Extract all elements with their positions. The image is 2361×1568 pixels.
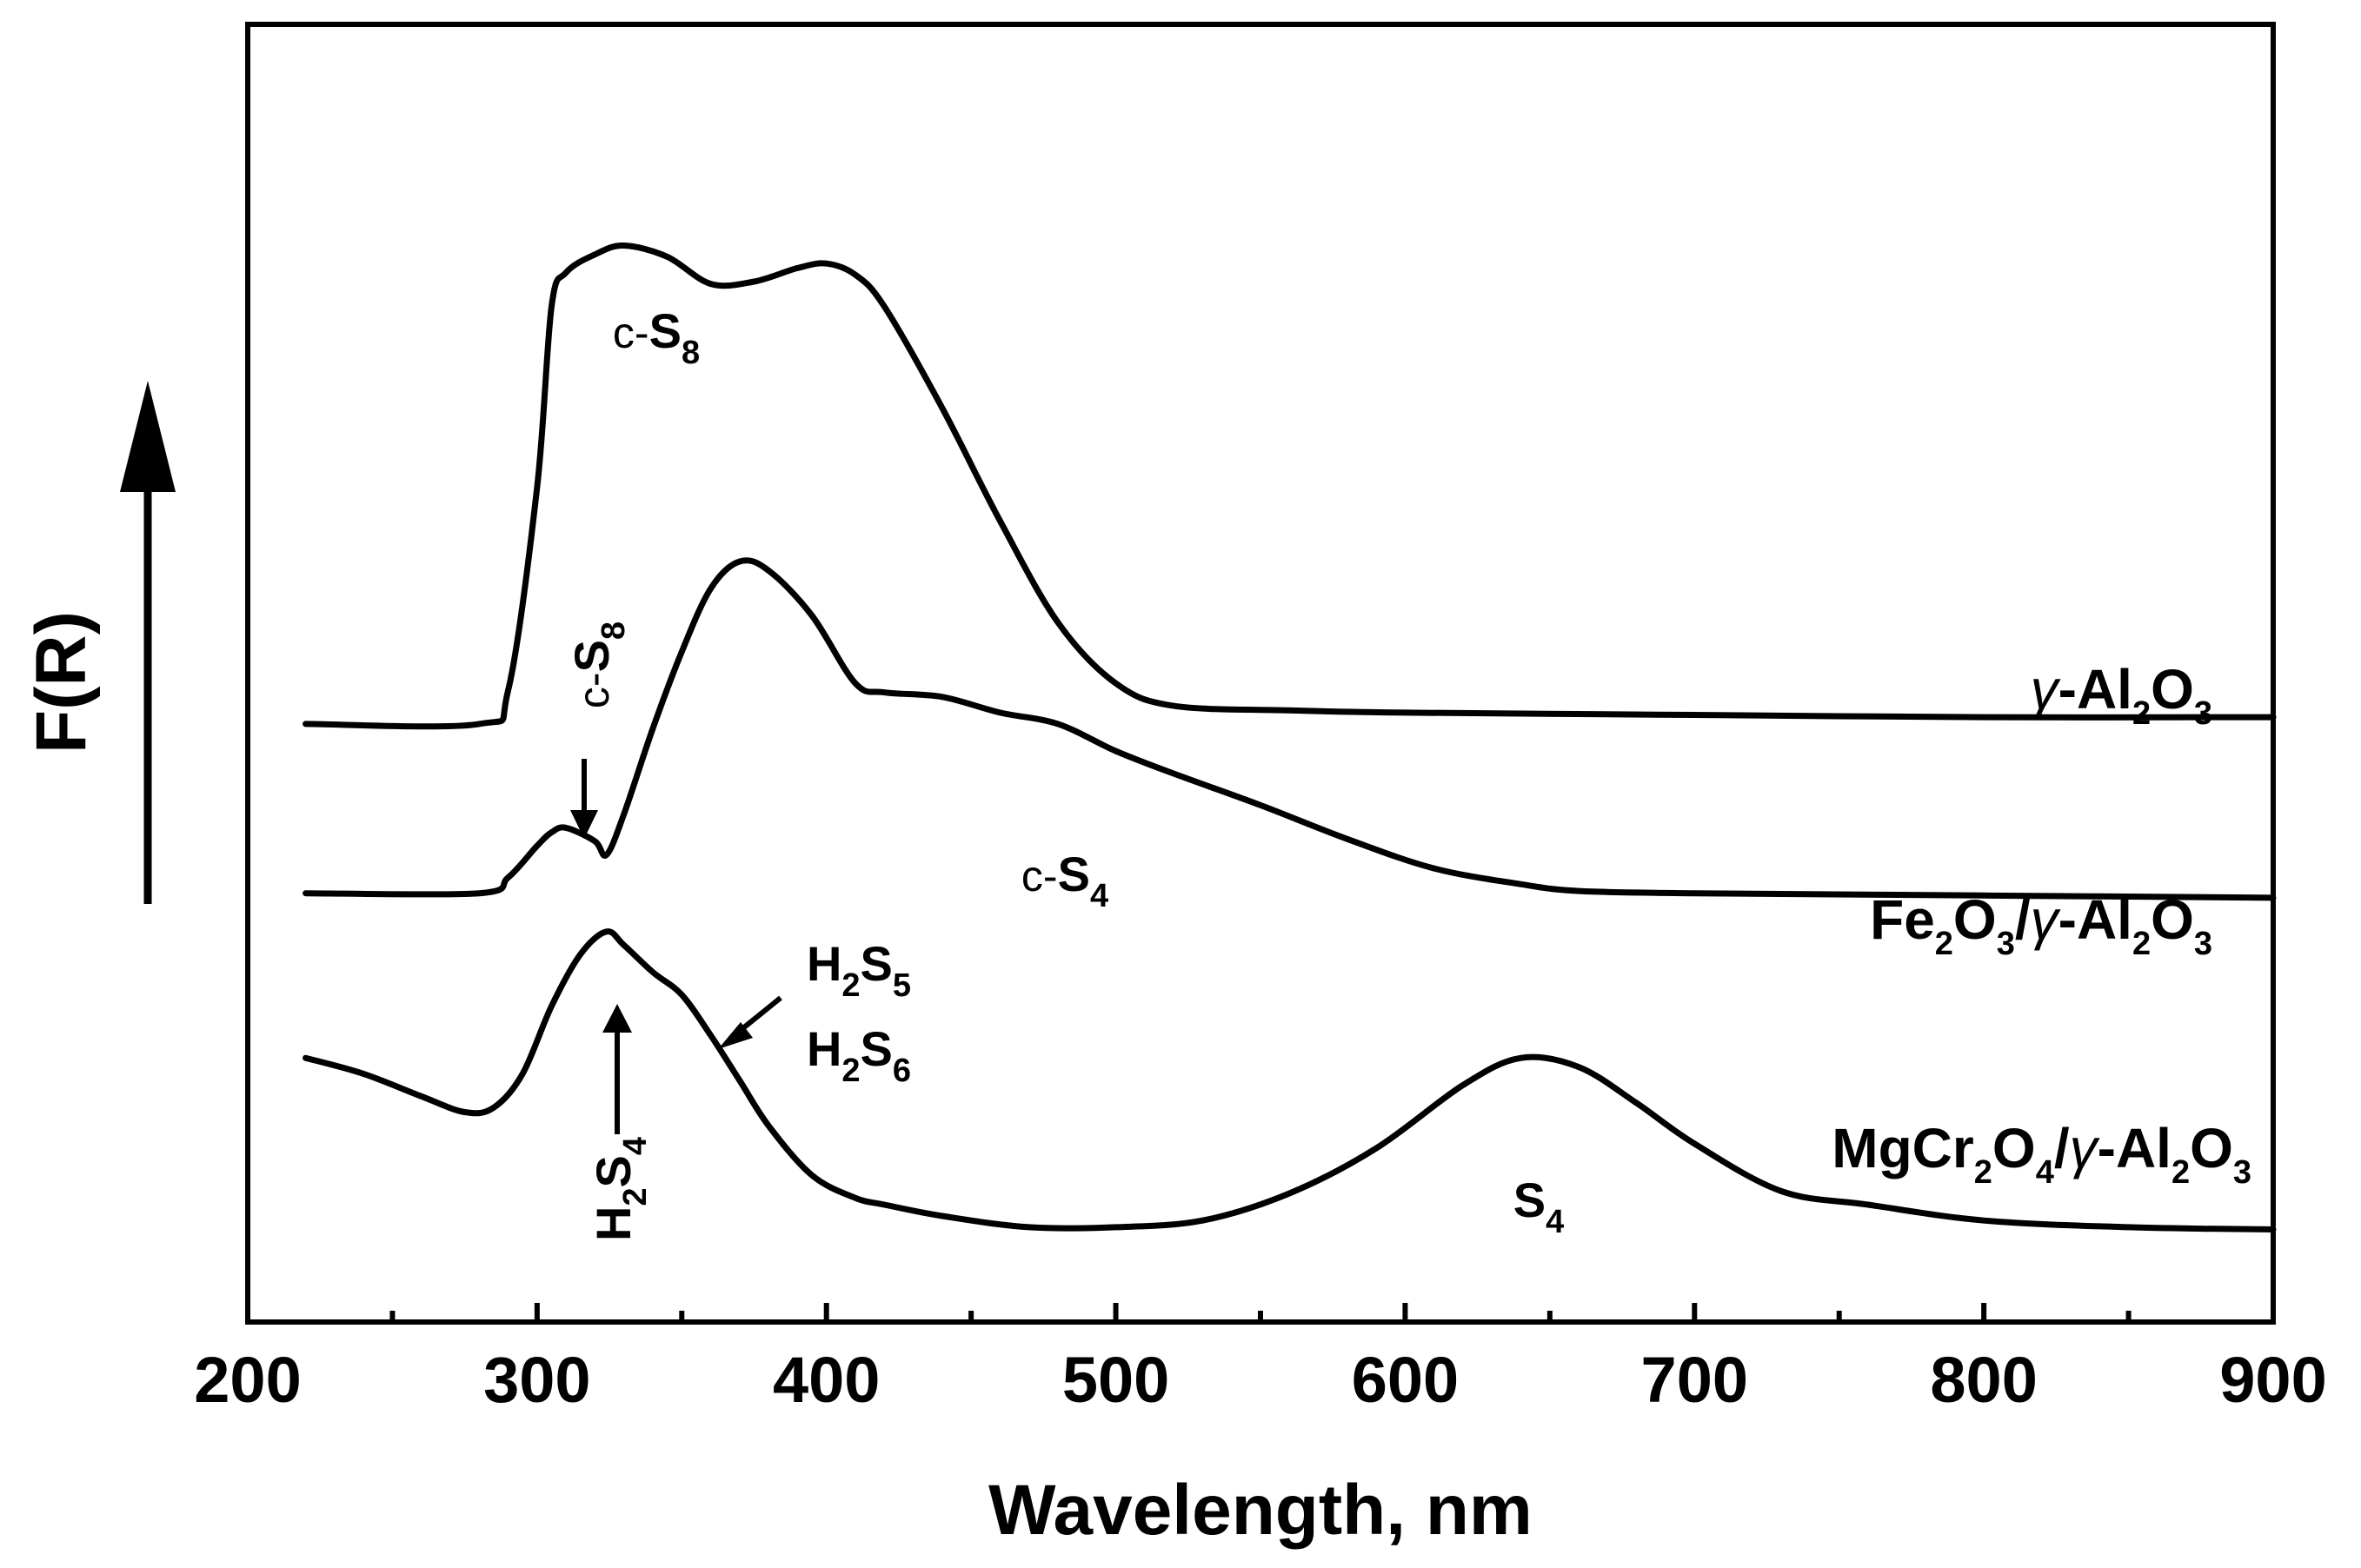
x-axis-ticks — [245, 1303, 2276, 1322]
series-label-gamma-al2o3-part: 3 — [2194, 695, 2212, 732]
series-label-mgcr2o4-gamma-al2o3-part: / — [2054, 1117, 2070, 1179]
arrow-h2s4-head — [602, 1004, 632, 1033]
series-label-fe2o3-gamma-al2o3-part: -Al — [2058, 888, 2132, 951]
x-tick-label-400: 400 — [773, 1344, 880, 1416]
annotation-h2s4-part: H — [586, 1206, 641, 1241]
annotation-arrows — [570, 759, 782, 1134]
annotation-cs8-upper: c-S8 — [613, 303, 700, 371]
series-label-fe2o3-gamma-al2o3-part: / — [2015, 888, 2031, 951]
series-label-mgcr2o4-gamma-al2o3-part: 2 — [2171, 1154, 2190, 1191]
annotation-h2s5-part: H — [807, 936, 841, 991]
series-label-fe2o3-gamma-al2o3-part: 3 — [1997, 926, 2015, 962]
series-label-mgcr2o4-gamma-al2o3-part: -Al — [2098, 1117, 2171, 1179]
x-axis-title: Wavelength, nm — [988, 1471, 1533, 1550]
annotation-cs8-upper-part: S — [649, 303, 682, 358]
annotation-h2s5-part: 2 — [841, 967, 860, 1004]
annotation-cs4-fe: c-S4 — [1021, 847, 1108, 914]
series-label-gamma-al2o3-part: 2 — [2132, 695, 2151, 732]
annotation-cs8-upper-part: c- — [613, 309, 649, 357]
x-tick-label-300: 300 — [483, 1344, 590, 1416]
annotation-h2s4-part: 2 — [617, 1187, 654, 1206]
y-axis-title: F(R) — [22, 611, 101, 754]
series-label-fe2o3-gamma-al2o3-part: 2 — [2132, 926, 2151, 962]
annotation-cs4-fe-part: 4 — [1090, 878, 1108, 914]
annotation-h2s6-part: 6 — [893, 1053, 911, 1089]
series-label-mgcr2o4-gamma-al2o3-part: O — [2190, 1117, 2233, 1179]
series-label-gamma-al2o3-part: O — [2151, 658, 2194, 721]
annotation-h2s4-part: 4 — [617, 1137, 654, 1155]
series-label-gamma-al2o3-part: -Al — [2058, 658, 2132, 721]
series-label-fe2o3-gamma-al2o3-part: 2 — [1935, 926, 1953, 962]
annotation-cs8-fe-part: c- — [569, 672, 618, 708]
x-tick-label-600: 600 — [1352, 1344, 1459, 1416]
x-tick-label-800: 800 — [1930, 1344, 2037, 1416]
annotation-s4-part: S — [1513, 1173, 1546, 1227]
annotation-h2s4-part: S — [586, 1155, 641, 1187]
series-label-gamma-al2o3-part: γ — [2031, 658, 2062, 721]
series-label-mgcr2o4-gamma-al2o3-part: γ — [2070, 1117, 2101, 1179]
annotation-h2s4: H2S4 — [586, 1137, 654, 1241]
arrow-cs8-head — [570, 810, 598, 839]
x-tick-label-500: 500 — [1062, 1344, 1169, 1416]
series-label-mgcr2o4-gamma-al2o3-part: 4 — [2036, 1154, 2054, 1191]
x-axis-tick-labels: 200 300 400 500 600 700 800 900 — [194, 1344, 2326, 1416]
annotation-s4-part: 4 — [1546, 1204, 1564, 1240]
series-curves — [303, 242, 2277, 1232]
series-label-gamma-al2o3: γ-Al2O3 — [2031, 658, 2212, 732]
y-axis-arrow-head — [120, 381, 176, 492]
annotation-h2s5: H2S5 — [807, 936, 911, 1004]
annotation-h2s5-part: 5 — [893, 967, 911, 1004]
series-line-fe2o3-gamma-al2o3 — [303, 557, 2277, 901]
annotation-h2s5-part: S — [861, 936, 893, 991]
series-label-fe2o3-gamma-al2o3-part: O — [1953, 888, 1997, 951]
y-axis-arrow — [120, 381, 176, 904]
annotation-h2s6-part: H — [807, 1021, 841, 1076]
x-tick-label-900: 900 — [2219, 1344, 2326, 1416]
series-label-fe2o3-gamma-al2o3: Fe2O3/γ-Al2O3 — [1870, 888, 2212, 962]
series-line-mgcr2o4-gamma-al2o3 — [303, 928, 2277, 1232]
series-label-fe2o3-gamma-al2o3-part: γ — [2031, 888, 2062, 951]
annotation-cs8-fe-part: S — [564, 640, 619, 672]
series-label-mgcr2o4-gamma-al2o3: MgCr2O4/γ-Al2O3 — [1832, 1117, 2251, 1191]
annotation-cs4-fe-part: S — [1058, 847, 1090, 901]
annotation-cs8-fe-part: 8 — [595, 621, 632, 640]
series-label-fe2o3-gamma-al2o3-part: 3 — [2194, 926, 2212, 962]
annotation-cs8-fe: c-S8 — [564, 621, 632, 708]
series-line-gamma-al2o3 — [303, 242, 2277, 730]
series-label-fe2o3-gamma-al2o3-part: O — [2151, 888, 2194, 951]
series-label-fe2o3-gamma-al2o3-part: Fe — [1870, 888, 1935, 951]
annotation-h2s6: H2S6 — [807, 1021, 911, 1089]
x-tick-label-200: 200 — [194, 1344, 301, 1416]
annotation-cs4-fe-part: c- — [1021, 852, 1058, 900]
series-label-mgcr2o4-gamma-al2o3-part: 3 — [2233, 1154, 2251, 1191]
annotation-s4: S4 — [1513, 1173, 1565, 1240]
series-label-mgcr2o4-gamma-al2o3-part: 2 — [1974, 1154, 1992, 1191]
x-tick-label-700: 700 — [1641, 1344, 1748, 1416]
arrow-h2s5-head — [718, 1022, 753, 1049]
series-label-mgcr2o4-gamma-al2o3-part: MgCr — [1832, 1117, 1974, 1179]
series-label-mgcr2o4-gamma-al2o3-part: O — [1992, 1117, 2036, 1179]
annotation-h2s6-part: 2 — [841, 1053, 860, 1089]
annotation-h2s6-part: S — [861, 1021, 893, 1076]
annotation-cs8-upper-part: 8 — [682, 335, 700, 371]
